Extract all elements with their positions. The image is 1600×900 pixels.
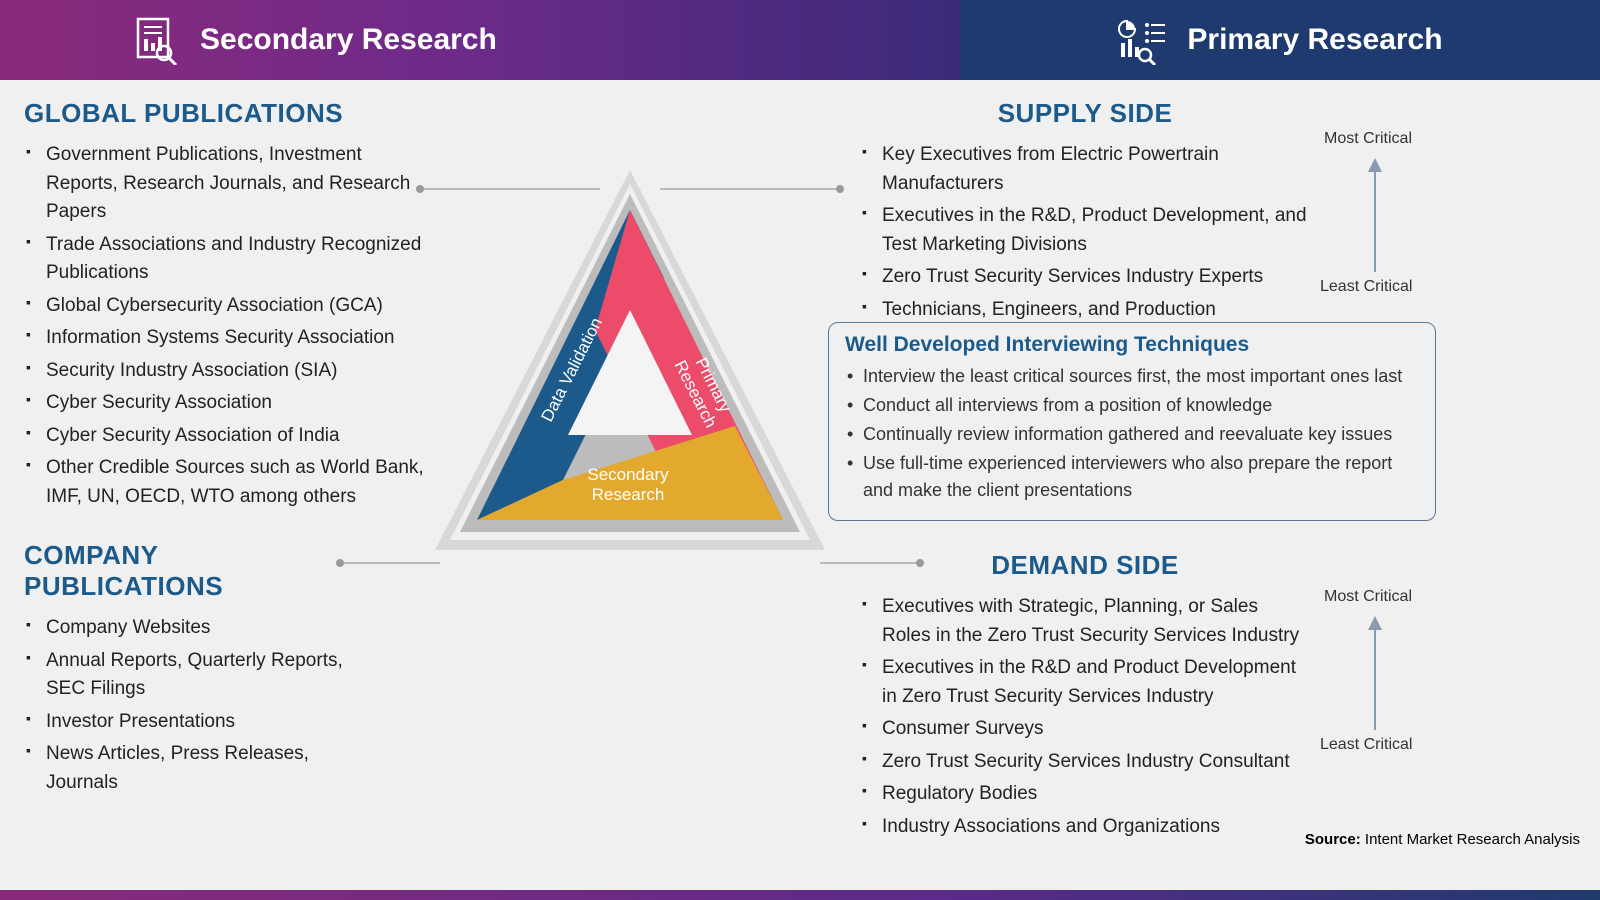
source-attribution: Source: Intent Market Research Analysis <box>1305 831 1580 848</box>
header-left: Secondary Research <box>0 0 960 80</box>
list-item: Key Executives from Electric Powertrain … <box>860 141 1310 198</box>
company-publications-section: COMPANY PUBLICATIONS Company Websites Ann… <box>24 540 354 801</box>
list-item: Trade Associations and Industry Recogniz… <box>24 231 424 288</box>
header-left-title: Secondary Research <box>200 23 497 57</box>
critical-indicator-supply: Most Critical Least Critical <box>1330 130 1430 300</box>
list-item: Regulatory Bodies <box>860 780 1310 809</box>
list-item: Government Publications, Investment Repo… <box>24 141 424 227</box>
interview-techniques-callout: Well Developed Interviewing Techniques I… <box>828 322 1436 521</box>
footer-accent-bar <box>0 890 1600 900</box>
list-item: Zero Trust Security Services Industry Ex… <box>860 263 1310 292</box>
list-item: Cyber Security Association of India <box>24 422 424 451</box>
list-item: Zero Trust Security Services Industry Co… <box>860 748 1310 777</box>
most-critical-label: Most Critical <box>1324 130 1412 148</box>
least-critical-label-2: Least Critical <box>1320 736 1412 754</box>
list-item: Cyber Security Association <box>24 389 424 418</box>
list-item: Executives in the R&D, Product Developme… <box>860 202 1310 259</box>
critical-indicator-demand: Most Critical Least Critical <box>1330 588 1430 758</box>
supply-side-title: SUPPLY SIDE <box>860 98 1310 129</box>
global-pub-list: Government Publications, Investment Repo… <box>24 141 424 511</box>
list-item: News Articles, Press Releases, Journals <box>24 740 354 797</box>
list-item: Continually review information gathered … <box>845 421 1419 448</box>
list-item: Interview the least critical sources fir… <box>845 363 1419 390</box>
chart-search-icon <box>1117 15 1167 65</box>
global-pub-title: GLOBAL PUBLICATIONS <box>24 98 424 129</box>
document-search-icon <box>130 15 180 65</box>
global-publications-section: GLOBAL PUBLICATIONS Government Publicati… <box>24 98 424 515</box>
source-prefix: Source: <box>1305 831 1361 848</box>
most-critical-label-2: Most Critical <box>1324 588 1412 606</box>
list-item: Consumer Surveys <box>860 715 1310 744</box>
list-item: Executives with Strategic, Planning, or … <box>860 593 1310 650</box>
callout-list: Interview the least critical sources fir… <box>845 363 1419 504</box>
header-right: Primary Research <box>960 0 1600 80</box>
company-pub-title: COMPANY PUBLICATIONS <box>24 540 354 602</box>
demand-side-title: DEMAND SIDE <box>860 550 1310 581</box>
demand-side-list: Executives with Strategic, Planning, or … <box>860 593 1310 841</box>
list-item: Information Systems Security Association <box>24 324 424 353</box>
least-critical-label: Least Critical <box>1320 278 1412 296</box>
connector-bottom-left <box>340 562 440 564</box>
source-text: Intent Market Research Analysis <box>1361 831 1580 848</box>
list-item: Conduct all interviews from a position o… <box>845 392 1419 419</box>
demand-side-section: DEMAND SIDE Executives with Strategic, P… <box>860 550 1310 845</box>
connector-top-left <box>420 188 600 190</box>
connector-top-right <box>660 188 840 190</box>
list-item: Investor Presentations <box>24 708 354 737</box>
list-item: Use full-time experienced interviewers w… <box>845 450 1419 504</box>
list-item: Annual Reports, Quarterly Reports, SEC F… <box>24 647 354 704</box>
content-area: GLOBAL PUBLICATIONS Government Publicati… <box>0 80 1600 870</box>
list-item: Other Credible Sources such as World Ban… <box>24 454 424 511</box>
list-item: Security Industry Association (SIA) <box>24 357 424 386</box>
company-pub-list: Company Websites Annual Reports, Quarterl… <box>24 614 354 797</box>
list-item: Industry Associations and Organizations <box>860 813 1310 842</box>
list-item: Global Cybersecurity Association (GCA) <box>24 292 424 321</box>
triangle-label-bottom: Secondary Research <box>558 465 698 504</box>
triangle-diagram: Data Validation Primary Research Seconda… <box>430 160 830 560</box>
list-item: Executives in the R&D and Product Develo… <box>860 654 1310 711</box>
header-right-title: Primary Research <box>1187 23 1442 57</box>
callout-title: Well Developed Interviewing Techniques <box>845 333 1419 357</box>
header: Secondary Research Primary Research <box>0 0 1600 80</box>
connector-bottom-right <box>820 562 920 564</box>
list-item: Company Websites <box>24 614 354 643</box>
